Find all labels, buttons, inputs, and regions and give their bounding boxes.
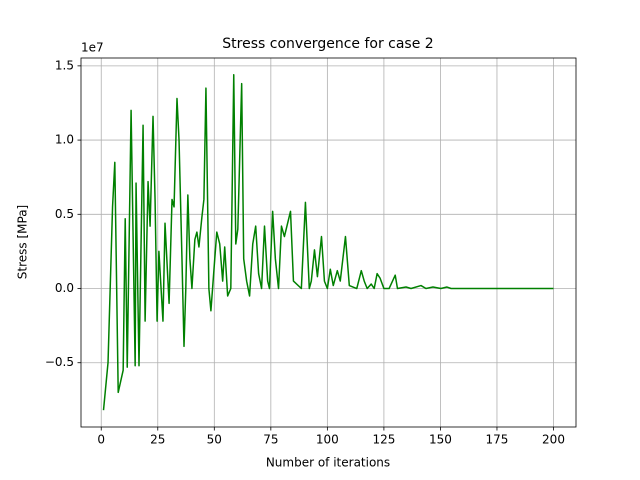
data-line: [102, 74, 554, 411]
x-tick-label: 0: [97, 433, 105, 447]
y-tick-label: 0.0: [55, 281, 74, 295]
x-tick-label: 175: [486, 433, 509, 447]
x-tick-label: 100: [316, 433, 339, 447]
y-axis-label: Stress [MPa]: [16, 205, 30, 279]
x-tick-label: 150: [429, 433, 452, 447]
axes-frame: [80, 57, 577, 428]
x-tick-label: 50: [207, 433, 222, 447]
x-axis-label: Number of iterations: [266, 456, 390, 470]
x-tick-label: 125: [372, 433, 395, 447]
x-tick-label: 75: [263, 433, 278, 447]
y-tick-label: 0.5: [55, 207, 74, 221]
y-tick-label: −0.5: [45, 355, 74, 369]
chart-title: Stress convergence for case 2: [222, 36, 433, 52]
x-tick-label: 200: [542, 433, 565, 447]
y-tick-label: 1.0: [55, 133, 74, 147]
y-tick-label: 1.5: [55, 58, 74, 72]
y-offset-label: 1e7: [81, 41, 104, 55]
x-tick-label: 25: [150, 433, 165, 447]
